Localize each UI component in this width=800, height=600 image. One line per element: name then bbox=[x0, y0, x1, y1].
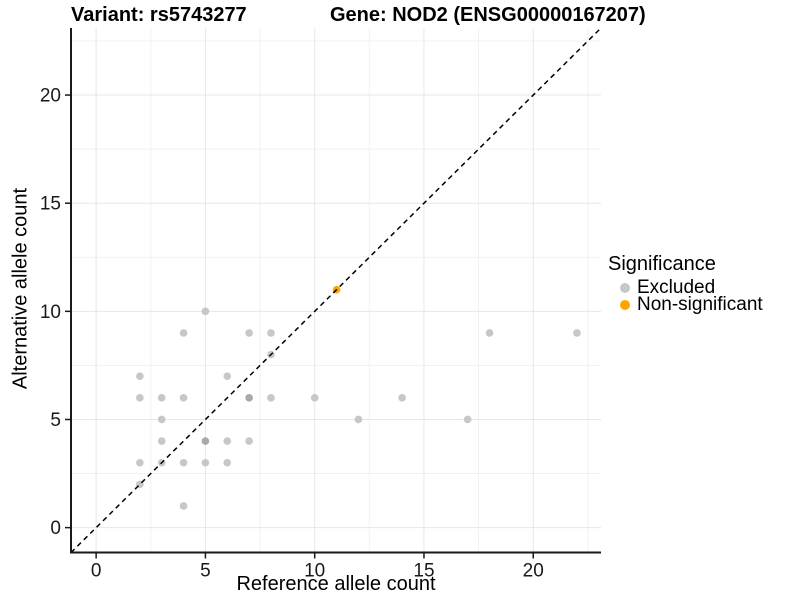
legend-item-label: Excluded bbox=[637, 277, 716, 298]
data-point-excluded bbox=[267, 394, 275, 402]
plot-title-gene: Gene: NOD2 (ENSG00000167207) bbox=[330, 4, 646, 26]
x-tick-label: 15 bbox=[413, 561, 434, 582]
data-point-excluded bbox=[136, 394, 144, 402]
y-tick-label: 15 bbox=[40, 194, 61, 215]
y-tick-label: 0 bbox=[50, 518, 61, 539]
data-point-excluded bbox=[223, 372, 232, 381]
x-axis-title: Reference allele count bbox=[236, 573, 436, 595]
data-point-excluded bbox=[354, 415, 363, 424]
data-point-excluded bbox=[223, 437, 232, 445]
data-point-excluded bbox=[157, 437, 166, 445]
plot-title-variant: Variant: rs5743277 bbox=[71, 4, 247, 26]
legend: Significance Excluded Non-significant bbox=[608, 252, 763, 315]
data-point-excluded bbox=[179, 329, 188, 337]
legend-item-excluded: Excluded bbox=[608, 277, 763, 298]
data-point-excluded bbox=[573, 329, 581, 337]
data-point-excluded bbox=[136, 458, 144, 467]
data-point-excluded bbox=[245, 329, 253, 337]
data-point-excluded bbox=[179, 458, 188, 467]
identity-line bbox=[70, 27, 602, 554]
legend-title: Significance bbox=[608, 253, 716, 275]
data-point-excluded bbox=[245, 437, 253, 445]
legend-item-label: Non-significant bbox=[637, 294, 763, 315]
data-point-excluded bbox=[179, 394, 188, 402]
x-tick-label: 5 bbox=[200, 561, 211, 582]
y-tick-label: 10 bbox=[40, 302, 61, 323]
data-point-excluded bbox=[201, 307, 210, 316]
x-tick-label: 10 bbox=[304, 561, 325, 582]
data-point-excluded bbox=[223, 458, 232, 467]
data-point-excluded bbox=[157, 394, 166, 402]
x-tick-label: 20 bbox=[523, 561, 544, 582]
data-point-excluded bbox=[310, 394, 319, 402]
y-axis-title: Alternative allele count bbox=[9, 187, 32, 390]
data-point-excluded bbox=[245, 394, 253, 402]
data-point-excluded bbox=[201, 458, 210, 467]
data-point-excluded bbox=[463, 415, 472, 424]
y-tick-label: 5 bbox=[50, 410, 61, 431]
non-significant-dot-icon bbox=[620, 299, 630, 310]
data-point-excluded bbox=[485, 329, 494, 337]
excluded-dot-icon bbox=[620, 282, 630, 293]
y-tick-label: 20 bbox=[40, 86, 61, 107]
data-point-excluded bbox=[179, 502, 188, 510]
data-point-excluded bbox=[157, 415, 166, 424]
data-point-excluded bbox=[201, 437, 210, 445]
legend-item-non-significant: Non-significant bbox=[608, 294, 763, 315]
x-tick-label: 0 bbox=[91, 561, 102, 582]
data-point-excluded bbox=[267, 329, 275, 337]
data-point-excluded bbox=[398, 394, 406, 402]
data-point-excluded bbox=[136, 372, 144, 381]
